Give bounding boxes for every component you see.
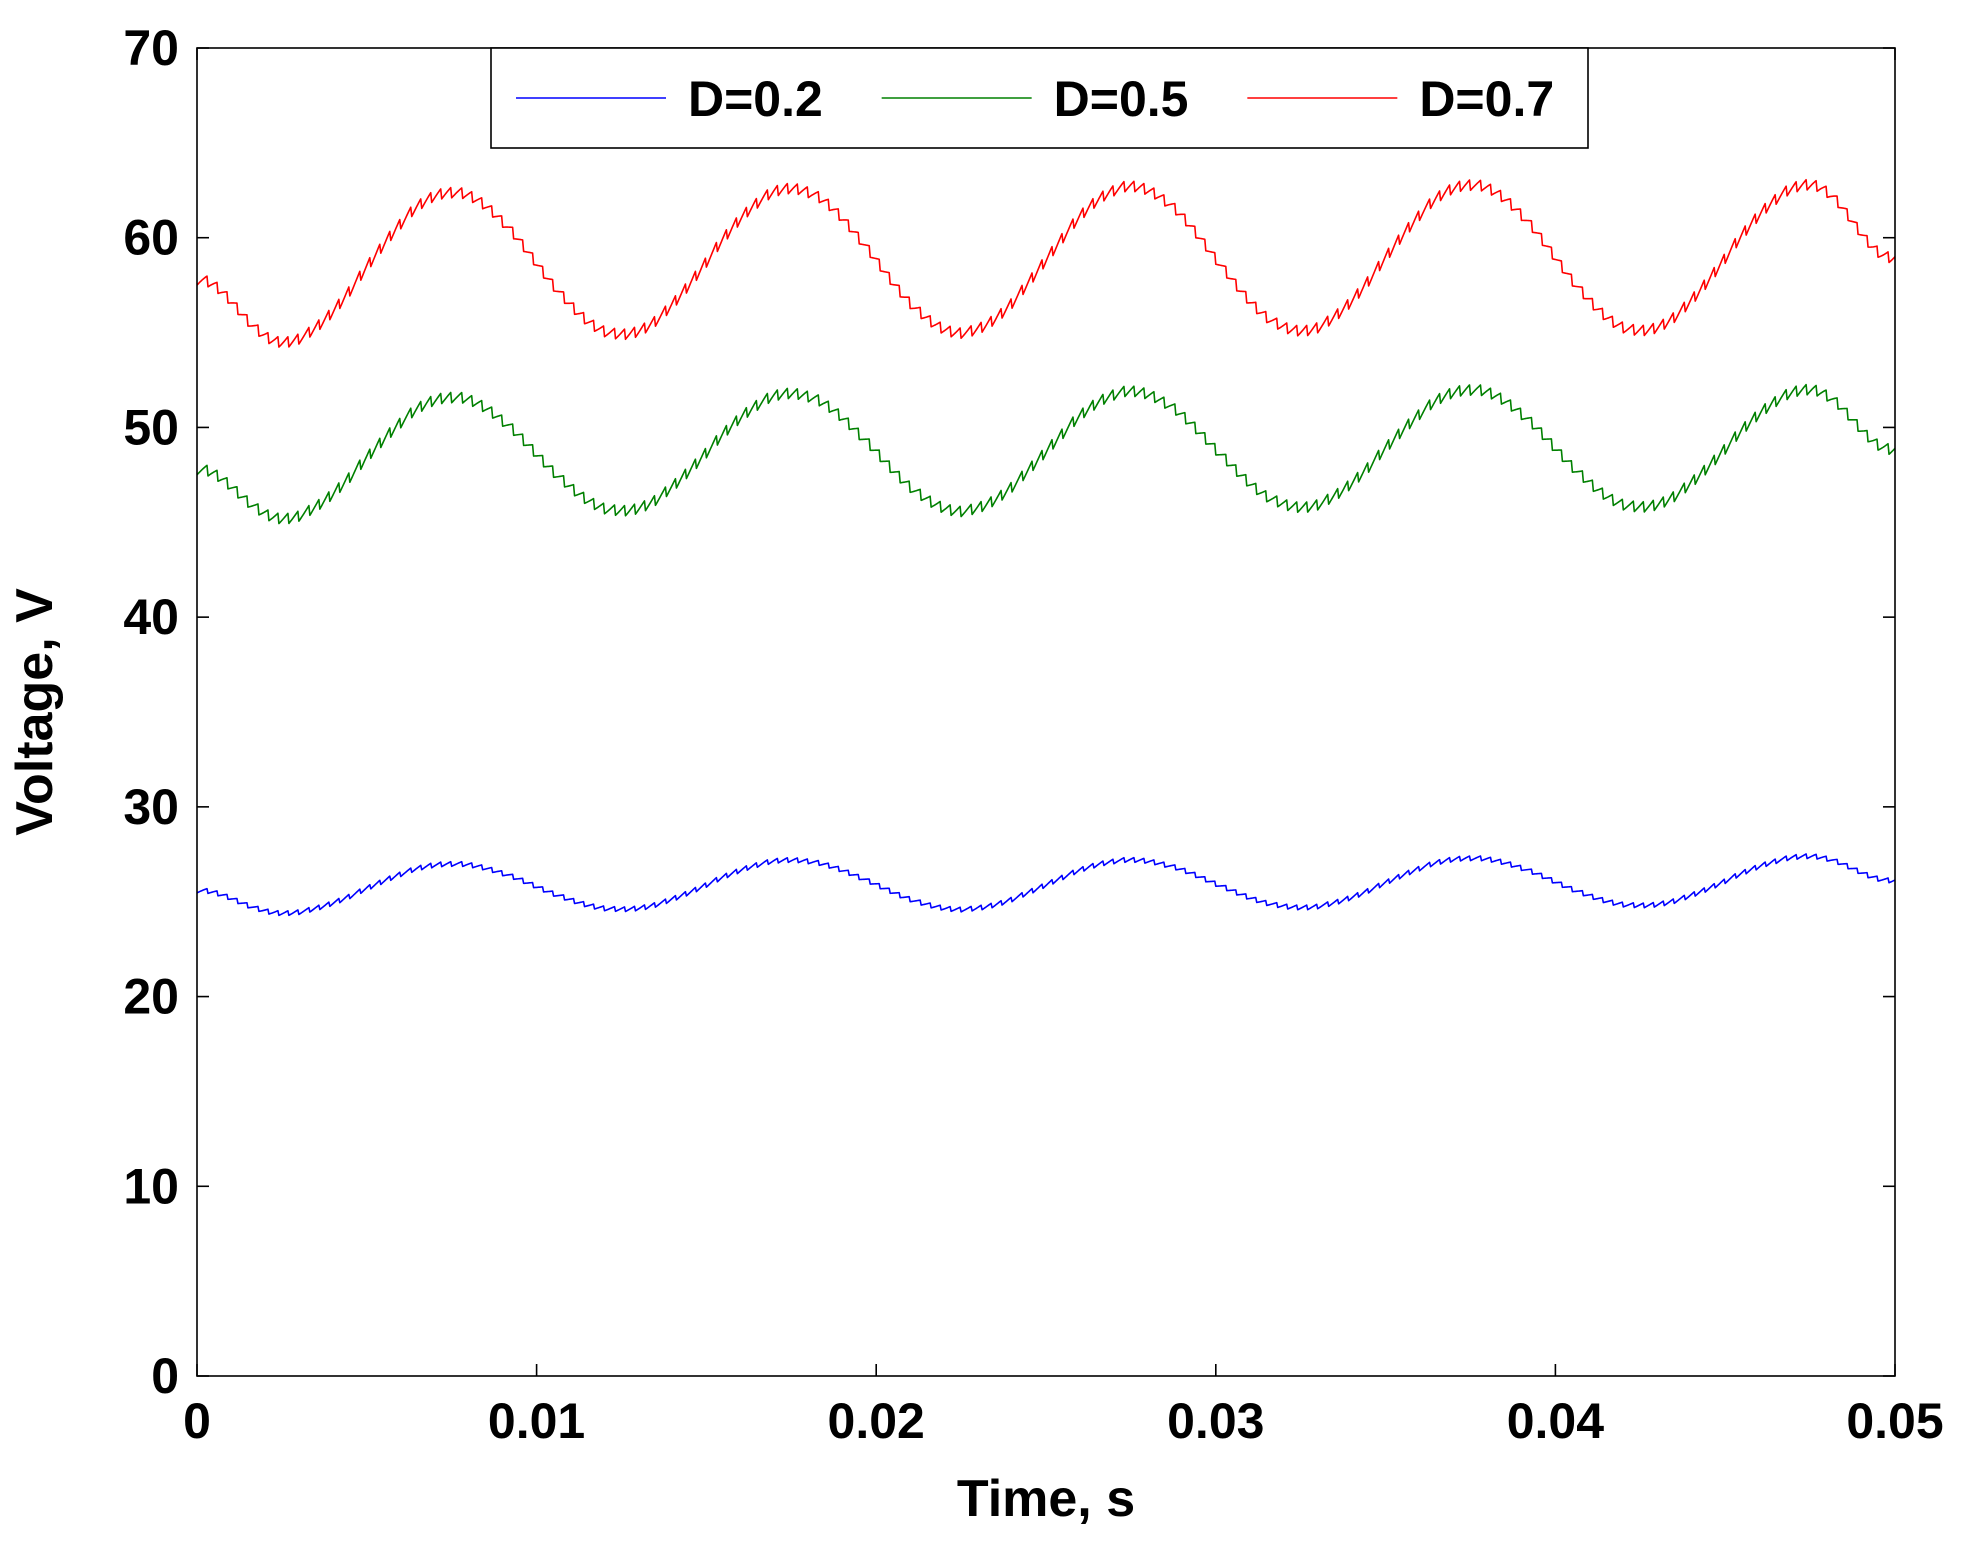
y-tick-label: 10 bbox=[123, 1158, 179, 1214]
series-line-d-0-2 bbox=[196, 853, 1896, 917]
y-tick-label: 50 bbox=[123, 399, 179, 455]
x-tick-label: 0.03 bbox=[1167, 1393, 1264, 1449]
x-tick-label: 0.01 bbox=[488, 1393, 585, 1449]
x-tick-label: 0.05 bbox=[1846, 1393, 1943, 1449]
plot-area bbox=[197, 48, 1895, 1376]
y-tick-label: 60 bbox=[123, 210, 179, 266]
series-layer bbox=[196, 178, 1896, 917]
y-tick-label: 40 bbox=[123, 589, 179, 645]
y-axis-title: Voltage, V bbox=[6, 588, 64, 836]
legend-label: D=0.7 bbox=[1419, 71, 1554, 127]
x-tick-label: 0.02 bbox=[828, 1393, 925, 1449]
y-tick-label: 20 bbox=[123, 969, 179, 1025]
legend-label: D=0.5 bbox=[1054, 71, 1189, 127]
series-line-d-0-5 bbox=[196, 383, 1896, 525]
y-tick-label: 0 bbox=[151, 1348, 179, 1404]
x-tick-label: 0 bbox=[183, 1393, 211, 1449]
legend-label: D=0.2 bbox=[688, 71, 823, 127]
axes-layer: 0 0.01 0.02 0.03 0.04 0.05 0 10 20 30 40 50 60 70 bbox=[123, 20, 1943, 1449]
legend: D=0.2 D=0.5 D=0.7 bbox=[490, 47, 1589, 149]
x-axis-title: Time, s bbox=[957, 1470, 1135, 1528]
x-tick-label: 0.04 bbox=[1507, 1393, 1605, 1449]
y-tick-label: 70 bbox=[123, 20, 179, 76]
plot-background bbox=[197, 48, 1895, 1376]
y-tick-label: 30 bbox=[123, 779, 179, 835]
series-line-d-0-7 bbox=[196, 178, 1896, 348]
legend-box bbox=[490, 47, 1589, 149]
